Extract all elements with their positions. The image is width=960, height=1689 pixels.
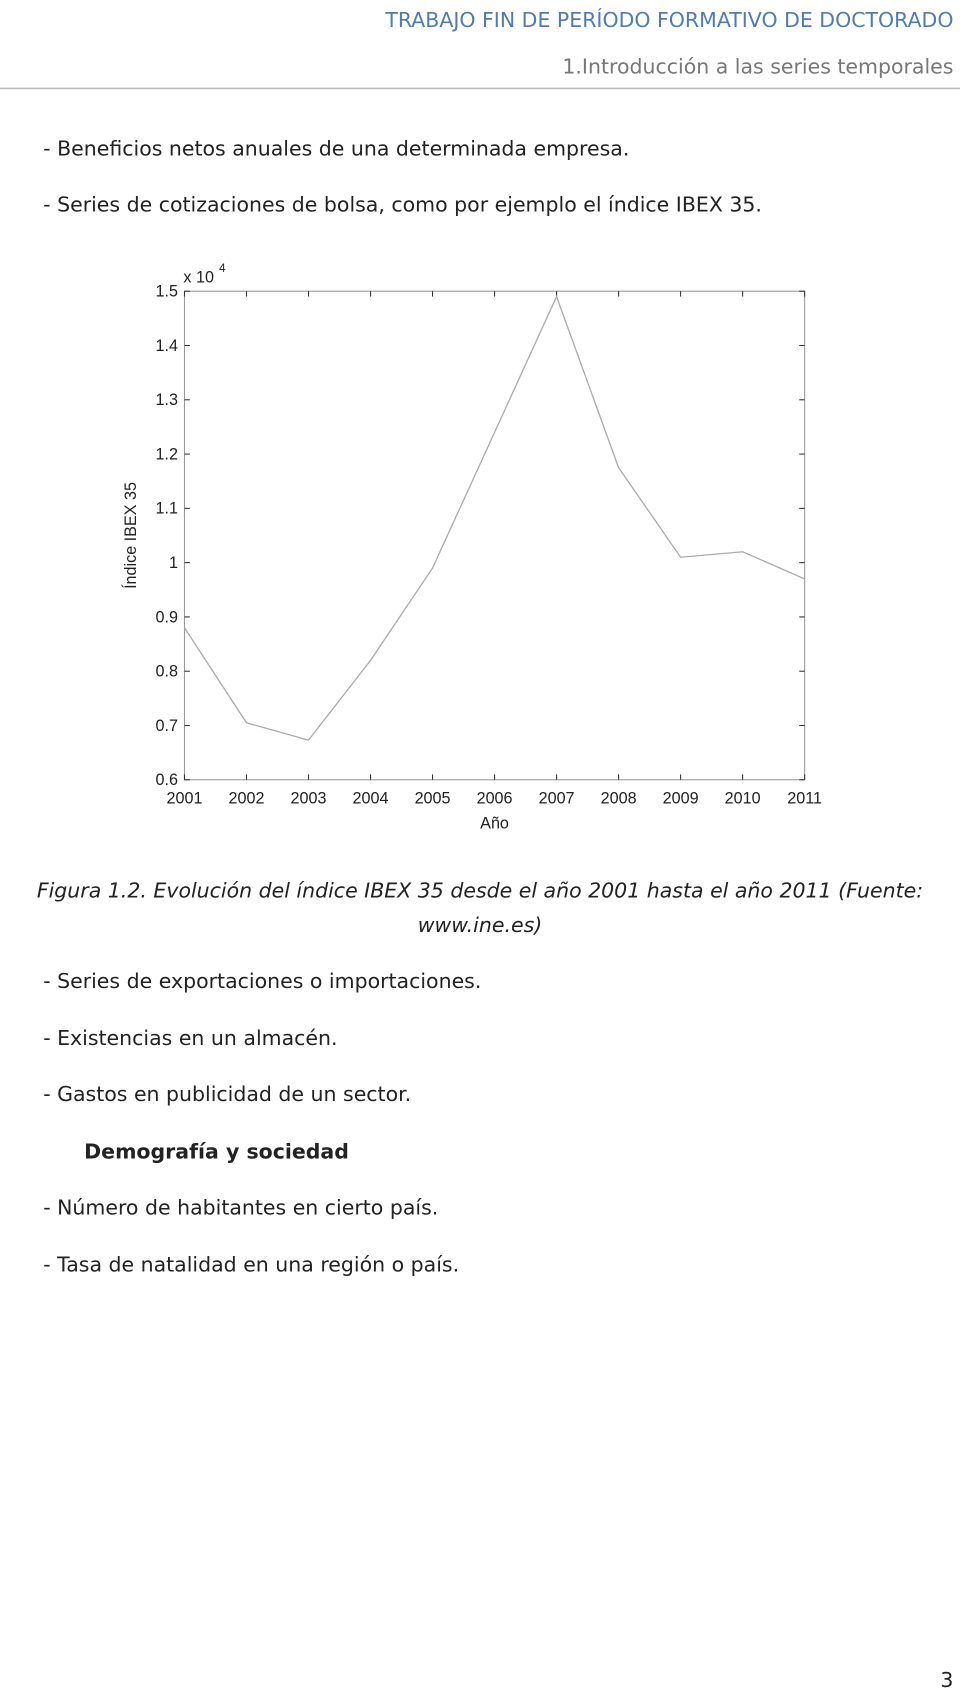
caption: Figura 1.2. Evolución del índice IBEX 35… [37, 878, 923, 902]
x-tick-label: 2003 [291, 790, 327, 808]
paragraph: - Series de exportaciones o importacione… [43, 969, 481, 993]
x-tick-label: 2008 [601, 790, 637, 808]
x-tick-label: 2005 [415, 790, 451, 808]
paragraph: - Existencias en un almacén. [43, 1026, 337, 1050]
page-number: 3 [940, 1668, 953, 1689]
y-tick-label: 1.5 [156, 283, 178, 301]
y-tick-label: 0.9 [156, 608, 178, 626]
y-multiplier-exponent: 4 [219, 261, 226, 275]
x-axis-label: Año [480, 814, 509, 832]
paragraph: - Beneficios netos anuales de una determ… [43, 136, 629, 160]
y-tick-label: 1.4 [156, 337, 178, 355]
x-tick-label: 2007 [539, 790, 575, 808]
y-tick-label: 1.1 [156, 500, 178, 518]
x-tick-label: 2001 [167, 790, 203, 808]
x-tick-label: 2011 [787, 790, 822, 808]
y-tick-label: 1.3 [156, 391, 178, 409]
paragraph: - Número de habitantes en cierto país. [43, 1195, 438, 1219]
x-tick-label: 2009 [663, 790, 699, 808]
x-tick-label: 2010 [725, 790, 761, 808]
line [183, 294, 805, 741]
header-subtitle: 1.Introducción a las series temporales [562, 54, 953, 78]
y-axis-label: Índice IBEX 35 [121, 482, 140, 589]
y-multiplier: x 10 [183, 269, 214, 287]
paragraph: - Tasa de natalidad en una región o país… [43, 1253, 459, 1277]
plot-frame [183, 290, 806, 781]
y-tick-label: 1.2 [156, 445, 178, 463]
x-tick-label: 2002 [229, 790, 265, 808]
y-tick-label: 1 [169, 554, 178, 572]
x-tick-label: 2004 [353, 790, 389, 808]
section-heading: Demografía y sociedad [84, 1139, 349, 1163]
y-tick-label: 0.6 [156, 771, 178, 789]
paragraph: - Series de cotizaciones de bolsa, como … [43, 192, 762, 216]
paragraph: - Gastos en publicidad de un sector. [43, 1082, 411, 1106]
y-tick-label: 0.8 [156, 663, 178, 681]
chart: 0.6 0.7 0.8 0.9 1 1.1 1.2 1.3 1.4 1.5 2001 2002 2003… [121, 261, 822, 833]
x-tick-label: 2006 [477, 790, 513, 808]
y-tick-label: 0.7 [156, 717, 178, 735]
header-title: TRABAJO FIN DE PERÍODO FORMATIVO DE DOCT… [384, 7, 953, 32]
caption: www.ine.es) [418, 913, 543, 937]
